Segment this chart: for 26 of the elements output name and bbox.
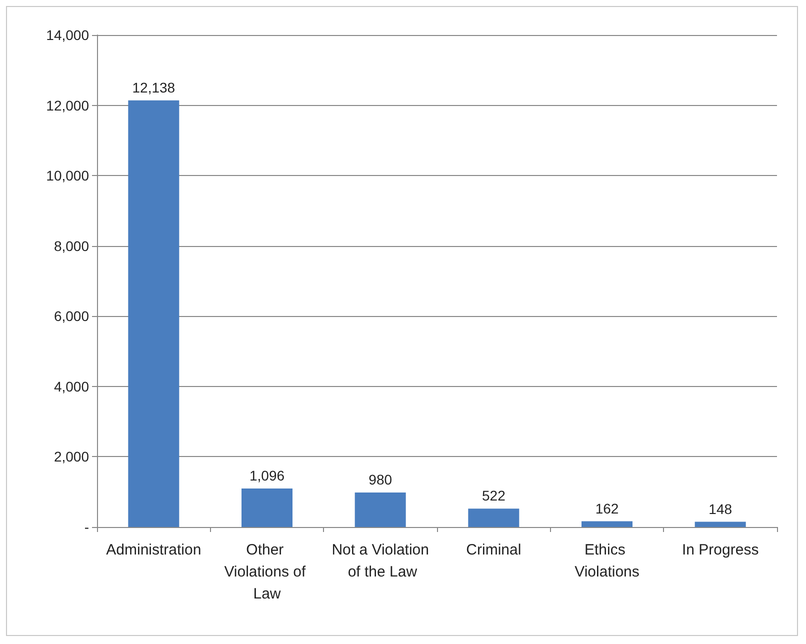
bar [354, 492, 406, 527]
y-tick-label: 12,000 [46, 97, 90, 114]
y-tick-label: 14,000 [46, 27, 90, 43]
y-tick-label: 10,000 [46, 168, 90, 184]
y-tick-label: 2,000 [54, 448, 90, 465]
x-tick-label: Administration [106, 542, 202, 558]
bar [242, 488, 292, 527]
y-tick-label: - [84, 519, 90, 535]
bar [468, 508, 520, 527]
data-label: 12,138 [132, 79, 176, 96]
x-tick-label: Criminal [466, 542, 522, 558]
bar [582, 521, 632, 527]
data-label: 162 [595, 500, 619, 516]
x-tick-label: Ethics Violations [574, 542, 640, 580]
y-tick-label: 6,000 [54, 308, 90, 324]
data-label: 1,096 [249, 467, 285, 484]
bar [694, 522, 746, 527]
data-label: 980 [368, 472, 392, 488]
x-tick-label: Not a Violation of the Law [332, 542, 429, 580]
y-tick-label: 4,000 [54, 378, 90, 394]
x-tick-label: Other Violations of Law [224, 542, 310, 602]
bar [128, 100, 180, 527]
data-label: 148 [708, 500, 732, 517]
x-tick-label: In Progress [682, 542, 759, 558]
data-label: 522 [482, 488, 506, 504]
y-tick-label: 8,000 [54, 238, 90, 254]
